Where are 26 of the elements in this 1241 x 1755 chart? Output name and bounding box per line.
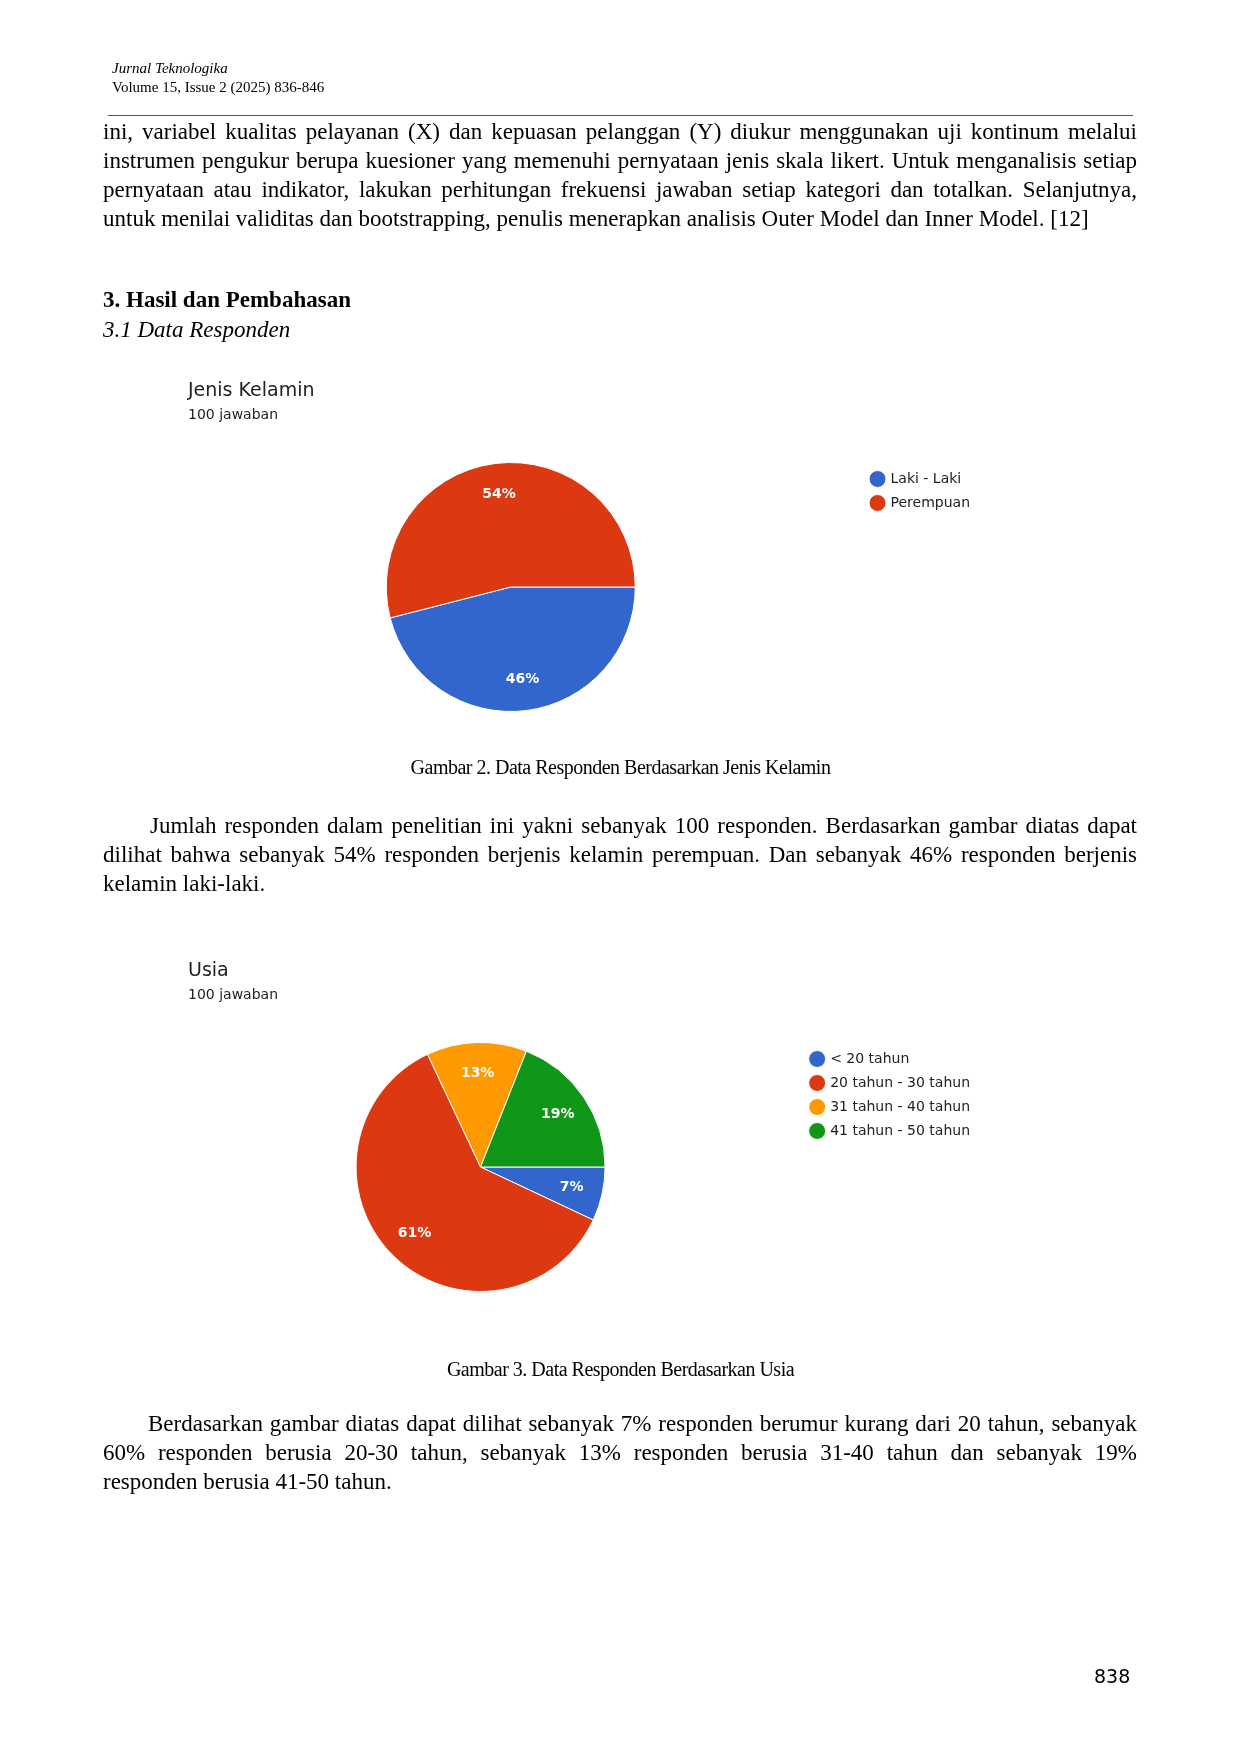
text: Gambar 3. Data Responden Berdasarkan Usia [445, 1358, 796, 1381]
text: 3. Hasil dan Pembahasan [103, 287, 351, 313]
data-label: 46% [505, 670, 540, 687]
data-label: 13% [460, 1064, 495, 1081]
data-label: 7% [559, 1178, 584, 1195]
data-label: 61% [397, 1223, 432, 1240]
text: ini, variabel kualitas pelayanan (X) dan kepuasan pelanggan (Y) diukur menggunakan uji kontinum melalui instrumen pengukur berupa kuesioner yang memenuhi pernyataan jenis skala likert. Untuk menganalisis setiap pernyataan atau indikator, lakukan perhitungan frekuensi jawaban setiap kategori dan totalkan. Selanjutnya, untuk menilai validitas dan bootstrapping, penulis menerapkan analisis Outer Model dan Inner Model. [12] [103, 118, 1137, 233]
legend-label: 41 tahun - 50 tahun [830, 1121, 970, 1138]
text: Berdasarkan gambar diatas dapat dilihat sebanyak 7% responden berumur kurang dari 20 tahun, sebanyak 60% responden berusia 20-30 tahun, sebanyak 13% responden berusia 31-40 tahun dan sebanyak 19% responden berusia 41-50 tahun. [103, 1410, 1137, 1496]
data-label: 19% [541, 1105, 575, 1122]
text: 100 jawaban [188, 406, 279, 422]
data-label: 54% [482, 485, 516, 501]
text: Volume 15, Issue 2 (2025) 836-846 [112, 79, 325, 96]
text: Jumlah responden dalam penelitian ini yakni sebanyak 100 responden. Berdasarkan gambar diatas dapat dilihat bahwa sebanyak 54% responden berjenis kelamin perempuan. Dan sebanyak 46% responden berjenis kelamin laki-laki. [103, 812, 1137, 898]
text: 838 [1094, 1665, 1131, 1687]
text: Jurnal Teknologika [112, 60, 228, 77]
legend-label: 31 tahun - 40 tahun [830, 1097, 970, 1114]
text: 3.1 Data Responden [103, 317, 291, 343]
legend-label: Perempuan [890, 493, 970, 510]
text: Gambar 2. Data Responden Berdasarkan Jenis Kelamin [409, 756, 832, 779]
chart-title: Usia [188, 958, 230, 980]
text: 100 jawaban [188, 986, 279, 1002]
chart-title: Jenis Kelamin [188, 378, 316, 400]
legend-label: < 20 tahun [830, 1049, 910, 1066]
legend-label: Laki - Laki [890, 469, 962, 486]
legend-label: 20 tahun - 30 tahun [830, 1073, 970, 1090]
